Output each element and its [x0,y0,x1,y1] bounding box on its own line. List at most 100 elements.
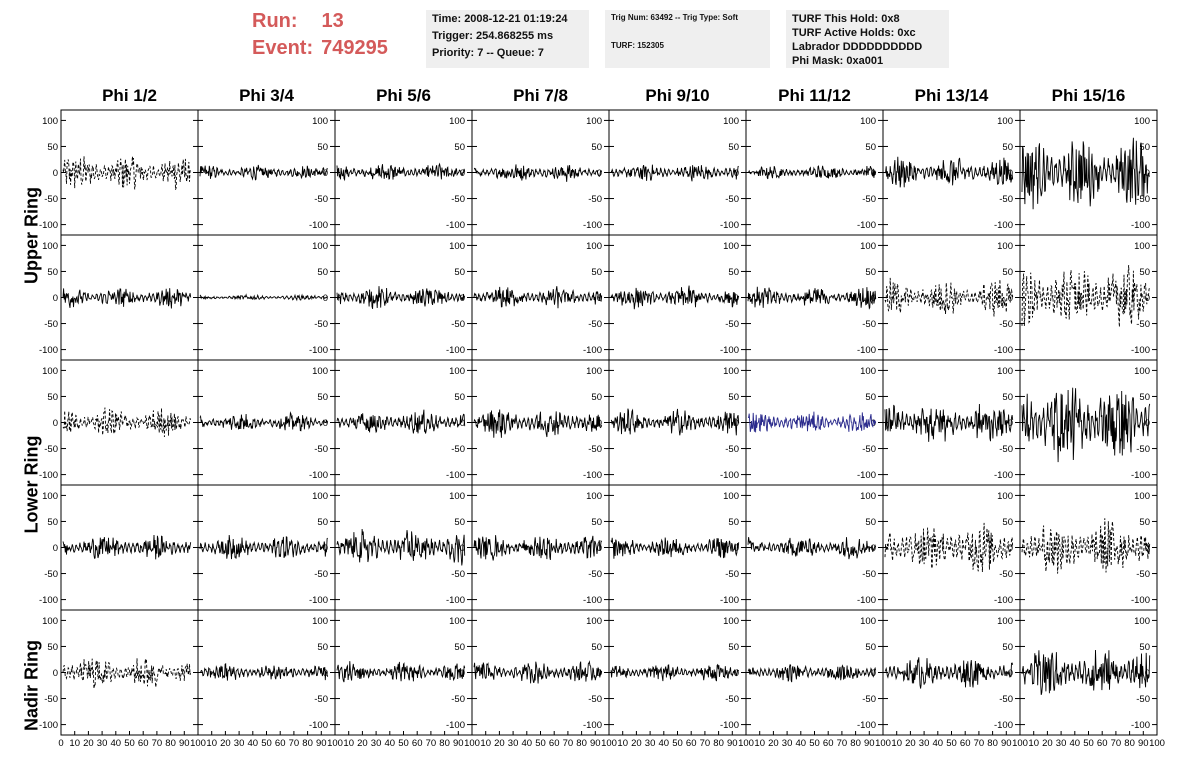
y-tick-label: 50 [865,517,876,528]
y-tick-label: 100 [1134,241,1150,252]
x-tick-label: 90 [590,738,601,749]
waveform-trace [336,162,466,182]
x-tick-label: 10 [754,738,765,749]
x-tick-label: 10 [617,738,628,749]
y-tick-label: -50 [314,444,328,455]
col-head-0: Phi 1/2 [102,86,157,105]
y-tick-label: -50 [1136,694,1150,705]
y-tick-label: -50 [999,694,1013,705]
y-tick-label: -50 [725,444,739,455]
y-tick-label: -50 [862,319,876,330]
y-tick-label: 100 [312,241,328,252]
y-tick-label: 50 [728,517,739,528]
waveform-trace [1021,518,1151,574]
y-tick-label: 50 [454,267,465,278]
x-tick-label: 70 [700,738,711,749]
y-tick-label: -50 [314,694,328,705]
x-tick-label: 60 [960,738,971,749]
y-tick-label: -50 [1136,194,1150,205]
col-head-7: Phi 15/16 [1051,86,1126,105]
x-tick-label: 70 [563,738,574,749]
waveform-trace [884,657,1014,689]
y-tick-label: 50 [47,392,58,403]
y-tick-label: 100 [997,366,1013,377]
x-tick-label: 40 [933,738,944,749]
x-tick-label: 70 [152,738,163,749]
waveform-trace [62,156,192,190]
x-tick-label: 60 [549,738,560,749]
y-tick-label: 0 [1145,418,1150,429]
x-tick-label: 100 [601,738,617,749]
x-tick-label: 30 [645,738,656,749]
y-tick-label: 50 [591,642,602,653]
y-tick-label: -50 [588,694,602,705]
y-tick-label: 50 [591,142,602,153]
y-tick-label: -50 [862,444,876,455]
run-row: Run: 13 [252,8,388,35]
x-tick-label: 80 [165,738,176,749]
x-tick-label: 40 [248,738,259,749]
waveform-trace [747,411,877,433]
waveform-trace [884,403,1014,442]
y-tick-label: 100 [723,116,739,127]
x-tick-label: 70 [289,738,300,749]
x-tick-label: 40 [796,738,807,749]
y-tick-label: -50 [314,319,328,330]
y-tick-label: 0 [53,293,58,304]
y-tick-label: -100 [994,720,1013,731]
y-tick-label: 0 [1145,668,1150,679]
y-tick-label: -50 [44,694,58,705]
y-tick-label: 50 [728,642,739,653]
x-tick-label: 80 [987,738,998,749]
waveform-trace [473,660,603,684]
turf-info-box: TURF This Hold: 0x8 TURF Active Holds: 0… [786,10,949,68]
y-tick-label: 50 [728,392,739,403]
col-head-6: Phi 13/14 [914,86,989,105]
x-tick-label: 10 [1028,738,1039,749]
y-tick-label: -100 [857,470,876,481]
x-tick-label: 50 [672,738,683,749]
x-tick-label: 50 [946,738,957,749]
y-tick-label: 0 [1145,168,1150,179]
x-tick-label: 50 [398,738,409,749]
x-tick-label: 40 [111,738,122,749]
waveform-trace [1021,264,1150,328]
waveform-trace [610,537,740,559]
y-tick-label: -50 [725,194,739,205]
waveform-trace [473,286,603,309]
run-label: Run: [252,10,298,32]
x-tick-label: 0 [58,738,63,749]
x-tick-label: 50 [1083,738,1094,749]
y-tick-label: 0 [597,168,602,179]
y-tick-label: 50 [47,142,58,153]
waveform-trace [747,165,877,180]
phi-mask-text: Phi Mask: 0xa001 [792,55,884,67]
x-tick-label: 90 [179,738,190,749]
x-tick-label: 30 [782,738,793,749]
x-tick-label: 90 [727,738,738,749]
y-tick-label: -100 [39,345,58,356]
trig-num-text: Trig Num: 63492 -- Trig Type: Soft [611,13,738,22]
x-tick-label: 10 [69,738,80,749]
x-tick-label: 80 [576,738,587,749]
y-tick-label: -50 [999,319,1013,330]
y-tick-label: -100 [857,345,876,356]
turf-hold-text: TURF This Hold: 0x8 [792,13,900,25]
y-tick-label: -100 [857,595,876,606]
y-tick-label: 100 [449,491,465,502]
y-tick-label: 50 [1002,642,1013,653]
x-tick-label: 20 [768,738,779,749]
waveform-trace [336,528,466,566]
y-tick-label: 0 [734,668,739,679]
col-head-2: Phi 5/6 [376,86,431,105]
y-tick-label: -50 [999,194,1013,205]
y-tick-label: 50 [1139,267,1150,278]
x-tick-label: 60 [1097,738,1108,749]
y-tick-label: 100 [860,366,876,377]
y-tick-label: 50 [454,517,465,528]
x-tick-label: 70 [837,738,848,749]
waveform-trace [747,286,877,310]
x-tick-label: 90 [1138,738,1149,749]
waveform-trace [199,411,329,432]
